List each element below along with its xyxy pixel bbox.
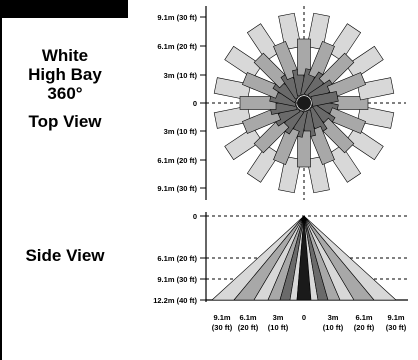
outer-zone-segment [306, 12, 330, 50]
middle-zone-segment [318, 52, 355, 89]
middle-zone-segment [331, 96, 369, 110]
x-label-right-3m-ft: (10 ft) [323, 323, 344, 332]
middle-zone-segment [241, 72, 282, 99]
outer-zone-segment [278, 156, 302, 194]
top-view-pattern [213, 12, 395, 194]
outer-zone-segment [278, 12, 302, 50]
outer-zone-segment [306, 156, 330, 194]
outer-zone-segment [224, 45, 263, 79]
outer-zone-segment [246, 23, 280, 62]
middle-zone-segment [273, 40, 300, 81]
middle-zone-segment [318, 117, 355, 154]
side-label-0: 0 [193, 212, 197, 221]
inner-zone-segment [310, 91, 339, 107]
middle-zone-segment [308, 125, 335, 166]
top-label-center: 0 [193, 99, 197, 108]
top-label-above-3m: 3m (10 ft) [164, 71, 198, 80]
outer-zone-segment [224, 127, 263, 161]
middle-zone-segment [308, 40, 335, 81]
side-label-40ft: 12.2m (40 ft) [153, 296, 197, 305]
x-label-left-9m-ft: (30 ft) [212, 323, 233, 332]
middle-zone-segment [253, 52, 290, 89]
outer-zone-segment [213, 77, 251, 101]
outer-zone-segment [213, 105, 251, 129]
x-label-left-6m: 6.1m [239, 313, 256, 322]
x-label-left-3m: 3m [273, 313, 284, 322]
side-coverage-band [303, 215, 397, 301]
top-label-below-3m: 3m (10 ft) [164, 127, 198, 136]
side-label-30ft: 9.1m (30 ft) [157, 275, 197, 284]
middle-zone-segment [239, 96, 277, 110]
x-label-left-3m-ft: (10 ft) [268, 323, 289, 332]
side-view-title: Side View [25, 246, 105, 265]
outer-zone-segment [357, 77, 395, 101]
side-label-20ft: 6.1m (20 ft) [157, 254, 197, 263]
middle-zone-segment [326, 72, 367, 99]
middle-zone-segment [273, 125, 300, 166]
top-label-below-6m: 6.1m (20 ft) [157, 156, 197, 165]
middle-zone-segment [253, 117, 290, 154]
middle-zone-segment [297, 38, 311, 76]
left-border [0, 18, 2, 360]
middle-zone-segment [326, 107, 367, 134]
outer-zone-segment [328, 144, 362, 183]
top-view-labels: 9.1m (30 ft) 6.1m (20 ft) 3m (10 ft) 0 3… [157, 13, 197, 193]
middle-zone-segment [297, 130, 311, 168]
outer-zone-segment [328, 23, 362, 62]
top-view-title: Top View [28, 112, 102, 131]
x-label-zero: 0 [302, 313, 306, 322]
x-label-right-9m: 9.1m [387, 313, 404, 322]
legend-panel: White High Bay 360° Top View Side View [0, 0, 128, 360]
sensor-center-mark [297, 96, 311, 110]
side-view-pattern [211, 215, 397, 301]
x-label-right-3m: 3m [328, 313, 339, 322]
top-label-above-6m: 6.1m (20 ft) [157, 42, 197, 51]
outer-zone-segment [246, 144, 280, 183]
x-label-right-6m: 6.1m [355, 313, 372, 322]
side-view-y-labels: 0 6.1m (20 ft) 9.1m (30 ft) 12.2m (40 ft… [153, 212, 197, 305]
side-view-x-labels: 9.1m (30 ft) 6.1m (20 ft) 3m (10 ft) 0 3… [212, 313, 407, 332]
model-name-line2: High Bay [28, 65, 102, 84]
x-label-right-9m-ft: (30 ft) [386, 323, 407, 332]
model-name-line3: 360° [47, 84, 83, 103]
outer-zone-segment [357, 105, 395, 129]
model-name-line1: White [41, 46, 89, 65]
outer-zone-segment [345, 127, 384, 161]
middle-zone-segment [241, 107, 282, 134]
top-label-above-9m: 9.1m (30 ft) [157, 13, 197, 22]
top-label-below-9m: 9.1m (30 ft) [157, 184, 197, 193]
x-label-left-9m: 9.1m [213, 313, 230, 322]
x-label-right-6m-ft: (20 ft) [354, 323, 375, 332]
header-bar [0, 0, 128, 18]
outer-zone-segment [345, 45, 384, 79]
x-label-left-6m-ft: (20 ft) [238, 323, 259, 332]
